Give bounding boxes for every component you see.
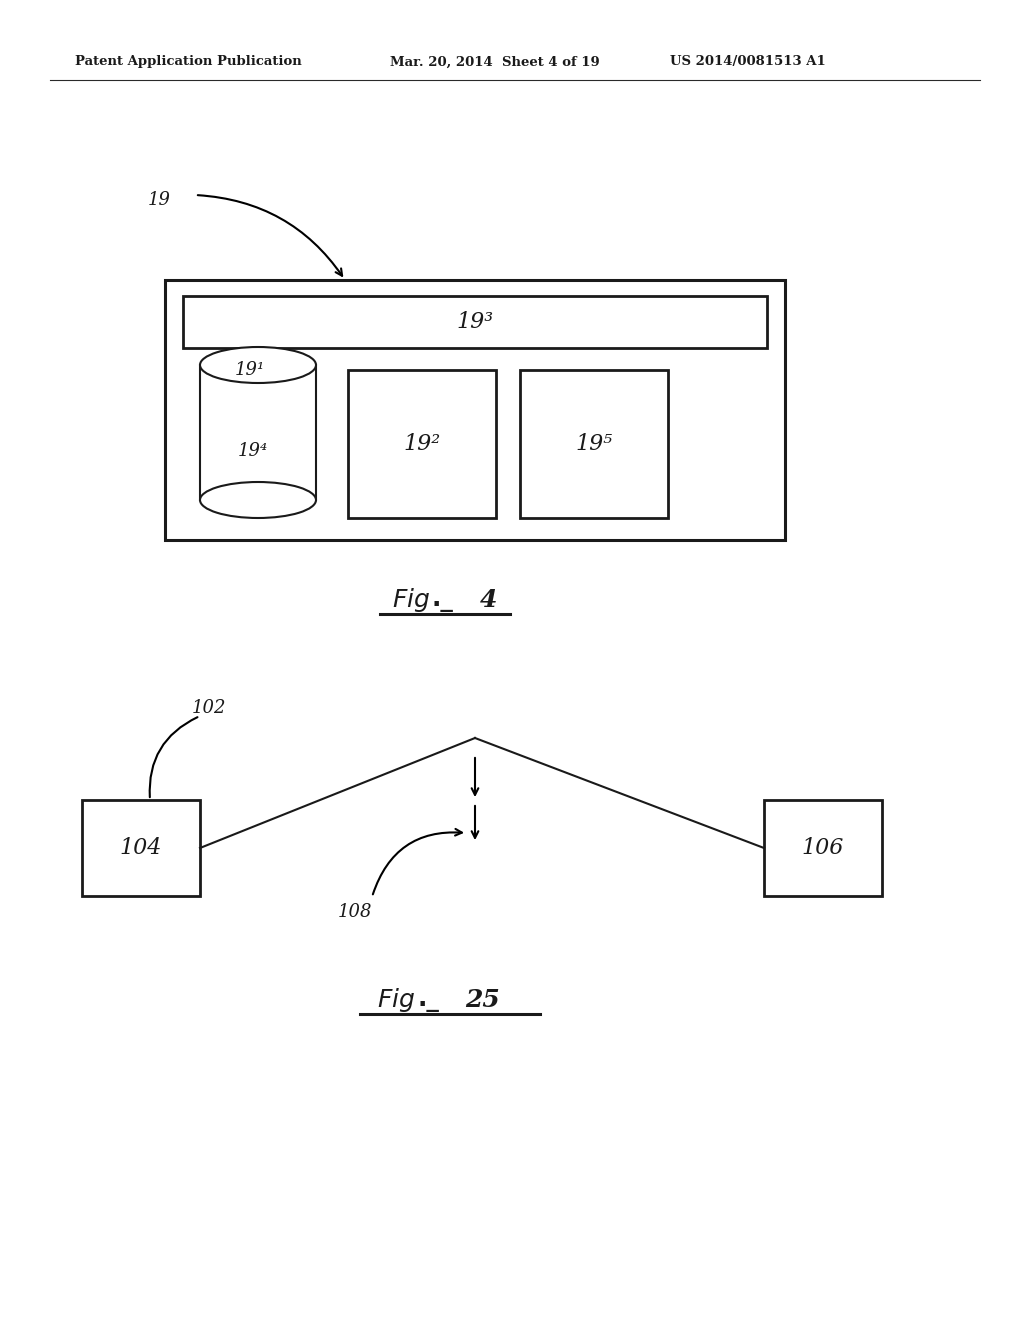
Text: $\mathit{Fig}$: $\mathit{Fig}$ (377, 986, 415, 1014)
Text: 19: 19 (148, 191, 171, 209)
Bar (520, 370, 668, 517)
Bar (348, 370, 496, 517)
Text: 102: 102 (193, 700, 226, 717)
Ellipse shape (200, 482, 316, 517)
Text: Mar. 20, 2014  Sheet 4 of 19: Mar. 20, 2014 Sheet 4 of 19 (390, 55, 600, 69)
Bar (82, 800, 200, 896)
Text: 106: 106 (802, 837, 844, 859)
Text: 4: 4 (480, 587, 498, 612)
Text: 19³: 19³ (457, 312, 494, 333)
Bar (165, 280, 785, 540)
Bar (764, 800, 882, 896)
Text: 19⁴: 19⁴ (238, 441, 268, 459)
Text: $\mathit{Fig}$: $\mathit{Fig}$ (392, 586, 430, 614)
Ellipse shape (200, 347, 316, 383)
Text: 104: 104 (120, 837, 162, 859)
Text: ._: ._ (417, 987, 439, 1012)
Bar (183, 296, 767, 348)
Text: US 2014/0081513 A1: US 2014/0081513 A1 (670, 55, 825, 69)
Text: ._: ._ (432, 587, 454, 612)
Text: 25: 25 (465, 987, 500, 1012)
Bar (200, 366, 316, 500)
Text: Patent Application Publication: Patent Application Publication (75, 55, 302, 69)
Text: 19¹: 19¹ (234, 360, 265, 379)
Text: 108: 108 (338, 903, 373, 921)
Text: 19²: 19² (403, 433, 440, 455)
Text: 19⁵: 19⁵ (575, 433, 612, 455)
